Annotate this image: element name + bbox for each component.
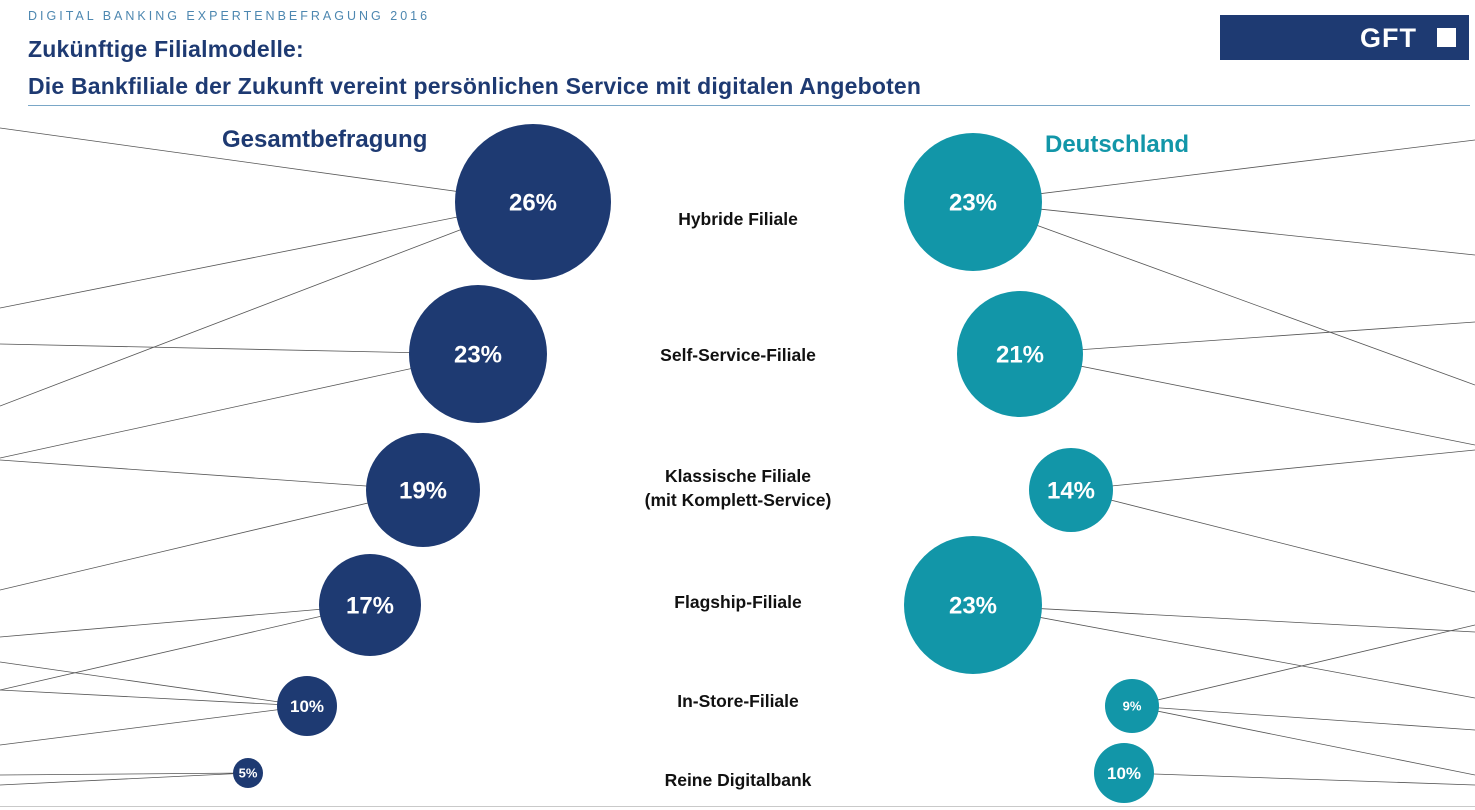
connector-line-right-7	[972, 604, 1475, 633]
bubble-label-deutschland-3: 14%	[1047, 478, 1095, 505]
connector-line-left-13	[0, 772, 249, 786]
bubble-label-gesamtbefragung-6: 5%	[239, 766, 258, 781]
bubble-label-gesamtbefragung-5: 10%	[290, 697, 324, 716]
category-label-5: In-Store-Filiale	[677, 691, 799, 711]
connector-line-right-11	[1131, 705, 1475, 776]
bubble-gesamtbefragung-5	[277, 676, 337, 736]
connector-line-right-4	[1019, 353, 1475, 446]
bubble-label-deutschland-5: 9%	[1123, 699, 1142, 714]
header-divider	[28, 105, 1470, 106]
bubble-gesamtbefragung-2	[409, 285, 547, 423]
connector-line-right-10	[1131, 705, 1475, 731]
bubble-label-gesamtbefragung-2: 23%	[454, 342, 502, 369]
category-label-4: Flagship-Filiale	[674, 592, 802, 612]
bubble-label-deutschland-6: 10%	[1107, 764, 1141, 783]
connector-line-left-4	[0, 353, 479, 459]
bubble-deutschland-5	[1105, 679, 1159, 733]
bubble-deutschland-1	[904, 133, 1042, 271]
logo-text: GFT	[1360, 23, 1417, 53]
category-label-6: Reine Digitalbank	[665, 770, 812, 790]
connector-line-right-8	[972, 604, 1475, 699]
connector-line-right-1	[972, 201, 1475, 256]
connector-line-right-2	[972, 201, 1475, 386]
survey-kicker: DIGITAL BANKING EXPERTENBEFRAGUNG 2016	[28, 9, 431, 23]
connector-line-left-9	[0, 661, 308, 707]
series-title-gesamtbefragung: Gesamtbefragung	[222, 126, 428, 153]
connector-line-left-10	[0, 705, 308, 746]
bubble-gesamtbefragung-3	[366, 433, 480, 547]
connector-line-left-12	[0, 772, 249, 776]
category-label-1: Hybride Filiale	[678, 209, 798, 229]
bubble-label-deutschland-2: 21%	[996, 342, 1044, 369]
bubble-gesamtbefragung-1	[455, 124, 611, 280]
connector-line-left-0	[0, 127, 534, 203]
connector-line-left-11	[0, 689, 308, 707]
connector-line-left-5	[0, 459, 424, 491]
footer-divider	[0, 806, 1475, 807]
bubble-label-gesamtbefragung-1: 26%	[509, 190, 557, 217]
series-title-deutschland: Deutschland	[1045, 131, 1190, 158]
bubble-deutschland-4	[904, 536, 1042, 674]
bubble-label-deutschland-1: 23%	[949, 190, 997, 217]
category-labels: Hybride Filiale Self-Service-Filiale Klass…	[645, 209, 832, 790]
connector-line-right-6	[1070, 489, 1475, 593]
bubble-label-gesamtbefragung-4: 17%	[346, 593, 394, 620]
series-deutschland: 23% 21% 14% 23% 9% 10%	[904, 133, 1159, 803]
connector-line-right-0	[972, 139, 1475, 203]
bubble-label-gesamtbefragung-3: 19%	[399, 478, 447, 505]
connector-line-right-9	[1131, 624, 1475, 707]
connector-line-left-7	[0, 604, 371, 638]
bubble-label-deutschland-4: 23%	[949, 593, 997, 620]
connector-line-right-3	[1019, 321, 1475, 355]
page-subtitle: Die Bankfiliale der Zukunft vereint pers…	[28, 73, 922, 99]
connector-line-left-1	[0, 201, 534, 309]
bubble-deutschland-3	[1029, 448, 1113, 532]
connector-line-right-12	[1123, 772, 1475, 786]
bubble-gesamtbefragung-4	[319, 554, 421, 656]
series-gesamtbefragung: 26% 23% 19% 17% 10% 5%	[233, 124, 611, 788]
connector-line-left-3	[0, 343, 479, 355]
connector-line-right-5	[1070, 449, 1475, 491]
logo-square-icon	[1437, 28, 1456, 47]
gft-logo: GFT	[1220, 15, 1469, 60]
bubble-deutschland-6	[1094, 743, 1154, 803]
bubble-gesamtbefragung-6	[233, 758, 263, 788]
category-label-3: Klassische Filiale (mit Komplett-Service)	[645, 466, 832, 510]
page-title: Zukünftige Filialmodelle:	[28, 36, 304, 62]
connector-line-left-6	[0, 489, 424, 591]
connector-line-left-2	[0, 201, 534, 407]
bubble-deutschland-2	[957, 291, 1083, 417]
connector-lines	[0, 127, 1475, 786]
category-label-2: Self-Service-Filiale	[660, 345, 816, 365]
connector-line-left-8	[0, 604, 371, 691]
